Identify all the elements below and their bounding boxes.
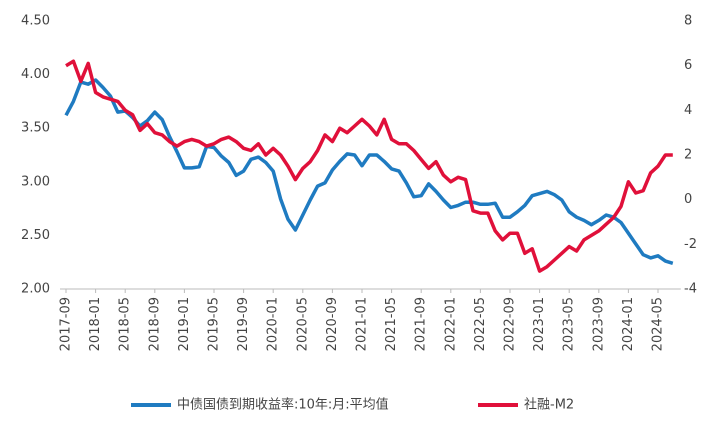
y2-tick-label: 2 [684, 148, 692, 163]
x-tick-label: 2023-09 [591, 297, 606, 351]
x-tick-label: 2023-05 [562, 297, 577, 351]
y-tick-label: 2.50 [21, 228, 50, 243]
x-tick-label: 2024-05 [651, 297, 666, 351]
x-tick-label: 2024-01 [621, 297, 636, 351]
x-tick-label: 2022-05 [473, 297, 488, 351]
series-line [65, 59, 673, 273]
x-tick-label: 2019-05 [207, 297, 222, 351]
x-tick-label: 2018-01 [88, 297, 103, 351]
y-tick-label: 3.50 [21, 121, 50, 136]
x-tick-label: 2021-05 [384, 297, 399, 351]
x-tick-label: 2021-09 [414, 297, 429, 351]
x-tick-label: 2019-01 [177, 297, 192, 351]
x-tick-label: 2018-05 [118, 297, 133, 351]
x-tick-label: 2019-09 [236, 297, 251, 351]
y2-tick-label: -2 [684, 237, 697, 252]
x-tick-label: 2022-09 [503, 297, 518, 351]
series-line [64, 78, 674, 265]
x-tick-label: 2022-01 [443, 297, 458, 351]
x-tick-label: 2020-09 [325, 297, 340, 351]
y-tick-label: 2.00 [21, 282, 50, 297]
y2-tick-label: 0 [684, 192, 692, 207]
y-tick-label: 3.00 [21, 174, 50, 189]
x-tick-label: 2017-09 [59, 297, 74, 351]
x-tick-label: 2021-01 [355, 297, 370, 351]
legend-label: 中债国债到期收益率:10年:月:平均值 [177, 397, 389, 413]
y2-tick-label: 8 [684, 14, 692, 29]
legend-label: 社融-M2 [524, 397, 574, 413]
y-tick-label: 4.00 [21, 67, 50, 82]
y2-tick-label: 6 [684, 58, 692, 73]
x-tick-label: 2023-01 [532, 297, 547, 351]
y2-tick-label: -4 [684, 282, 697, 297]
x-tick-label: 2020-01 [266, 297, 281, 351]
x-tick-label: 2018-09 [147, 297, 162, 351]
x-tick-label: 2020-05 [295, 297, 310, 351]
y2-tick-label: 4 [684, 103, 692, 118]
y-tick-label: 4.50 [21, 14, 50, 29]
